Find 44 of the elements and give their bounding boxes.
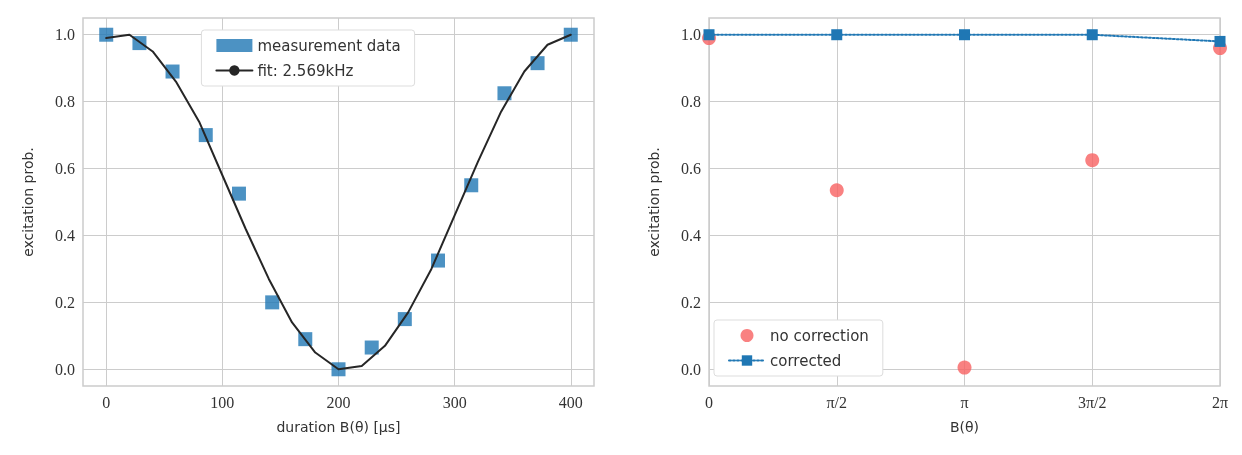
x-tick-label: 100 xyxy=(210,393,235,411)
y-tick-label: 0.6 xyxy=(681,160,701,178)
y-tick-label: 1.0 xyxy=(55,26,75,44)
point xyxy=(1214,35,1226,47)
x-tick-label: π/2 xyxy=(826,393,848,411)
point xyxy=(831,29,843,41)
y-axis-title: excitation prob. xyxy=(646,147,662,257)
y-tick-label: 0.2 xyxy=(681,293,701,311)
x-tick-label: 2π xyxy=(1211,393,1229,411)
x-tick-label: 400 xyxy=(558,393,583,411)
point xyxy=(364,340,379,355)
point xyxy=(563,27,578,42)
y-tick-label: 0.2 xyxy=(55,293,75,311)
x-tick-label: π xyxy=(960,393,969,411)
x-tick-label: 3π/2 xyxy=(1077,393,1107,411)
y-tick-label: 0.8 xyxy=(55,93,75,111)
y-tick-label: 0.0 xyxy=(681,360,701,378)
point xyxy=(703,29,715,41)
y-tick-label: 1.0 xyxy=(681,26,701,44)
point xyxy=(99,27,114,42)
point xyxy=(497,86,512,101)
y-tick-label: 0.8 xyxy=(681,93,701,111)
legend-label: measurement data xyxy=(257,36,401,55)
x-tick-label: 0 xyxy=(102,393,111,411)
legend-label: fit: 2.569kHz xyxy=(257,61,354,80)
x-tick-label: 300 xyxy=(442,393,467,411)
point xyxy=(959,29,970,41)
point xyxy=(829,183,844,198)
legend-label: no correction xyxy=(770,326,869,345)
x-axis-title: duration B(θ) [μs] xyxy=(276,419,401,435)
y-tick-label: 0.6 xyxy=(55,160,75,178)
x-axis-title: B(θ) xyxy=(949,419,980,435)
y-tick-label: 0.0 xyxy=(55,360,75,378)
y-axis-title: excitation prob. xyxy=(20,147,36,257)
point xyxy=(1085,153,1100,168)
point xyxy=(1086,29,1098,41)
x-tick-label: 200 xyxy=(326,393,351,411)
point xyxy=(265,295,280,310)
y-tick-label: 0.4 xyxy=(55,226,75,244)
x-tick-label: 0 xyxy=(705,393,713,411)
point xyxy=(231,186,246,201)
point xyxy=(957,360,972,375)
legend-label: corrected xyxy=(770,351,842,370)
y-tick-label: 0.4 xyxy=(681,226,701,244)
